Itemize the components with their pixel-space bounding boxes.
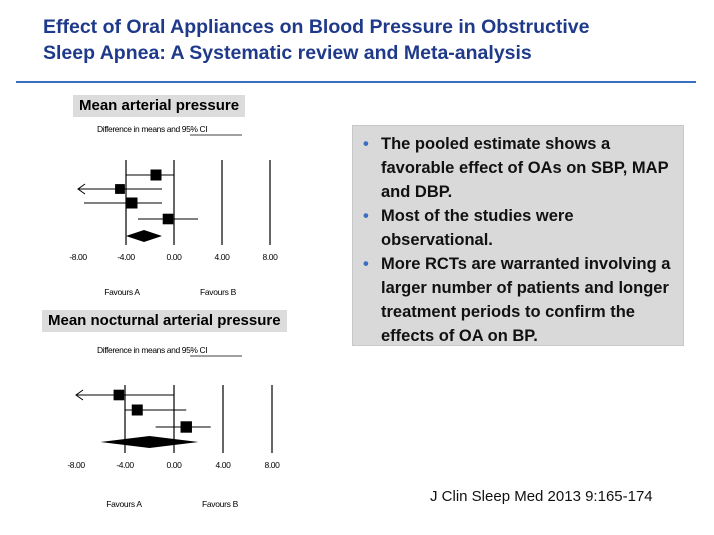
tick-label: 4.00 bbox=[216, 460, 232, 470]
study-point bbox=[115, 184, 125, 194]
tick-label: 8.00 bbox=[265, 460, 281, 470]
tick-label: -4.00 bbox=[116, 460, 134, 470]
bullet-item: • Most of the studies were observational. bbox=[363, 204, 677, 252]
citation: J Clin Sleep Med 2013 9:165-174 bbox=[430, 488, 653, 505]
map-label: Mean arterial pressure bbox=[73, 95, 246, 117]
tick-label: 4.00 bbox=[215, 252, 231, 262]
title-divider bbox=[16, 81, 696, 83]
pooled-diamond bbox=[126, 230, 162, 242]
bullet-dot-icon: • bbox=[363, 135, 369, 153]
bullet-item: • More RCTs are warranted involving a lar… bbox=[363, 252, 677, 348]
tick-label: -8.00 bbox=[69, 252, 87, 262]
ci-header: Difference in means and 95% CI bbox=[97, 345, 207, 355]
favours-left-label: Favours A bbox=[104, 287, 140, 297]
bullet-item: • The pooled estimate shows a favorable e… bbox=[363, 132, 677, 204]
tick-label: -4.00 bbox=[117, 252, 135, 262]
forest-plot-map: Difference in means and 95% CI -8.00 -4.00… bbox=[69, 124, 279, 297]
slide-title: Effect of Oral Appliances on Blood Press… bbox=[43, 14, 683, 66]
study-point bbox=[131, 404, 143, 416]
bullet-dot-icon: • bbox=[363, 255, 369, 273]
ci-arrow-left bbox=[75, 389, 84, 401]
favours-right-label: Favours B bbox=[200, 287, 237, 297]
tick-label: 8.00 bbox=[263, 252, 279, 262]
bullet-dot-icon: • bbox=[363, 207, 369, 225]
tick-label: 0.00 bbox=[167, 460, 183, 470]
tick-label: -8.00 bbox=[67, 460, 85, 470]
favours-left-label: Favours A bbox=[106, 499, 142, 509]
ci-header: Difference in means and 95% CI bbox=[97, 124, 207, 134]
study-point bbox=[150, 169, 162, 181]
forest-plot-nocturnal-map: Difference in means and 95% CI -8.00 -4.00… bbox=[67, 345, 281, 509]
summary-box: • The pooled estimate shows a favorable e… bbox=[352, 125, 684, 346]
study-point bbox=[113, 389, 125, 401]
title-line-1: Effect of Oral Appliances on Blood Press… bbox=[43, 16, 590, 38]
nocturnal-map-label: Mean nocturnal arterial pressure bbox=[42, 310, 287, 332]
ci-arrow-left bbox=[77, 183, 86, 195]
tick-label: 0.00 bbox=[167, 252, 183, 262]
study-point bbox=[162, 213, 174, 225]
favours-right-label: Favours B bbox=[202, 499, 239, 509]
study-point bbox=[126, 197, 138, 209]
title-line-2: Sleep Apnea: A Systematic review and Met… bbox=[43, 42, 532, 64]
pooled-diamond bbox=[100, 436, 199, 448]
study-point bbox=[180, 421, 192, 433]
